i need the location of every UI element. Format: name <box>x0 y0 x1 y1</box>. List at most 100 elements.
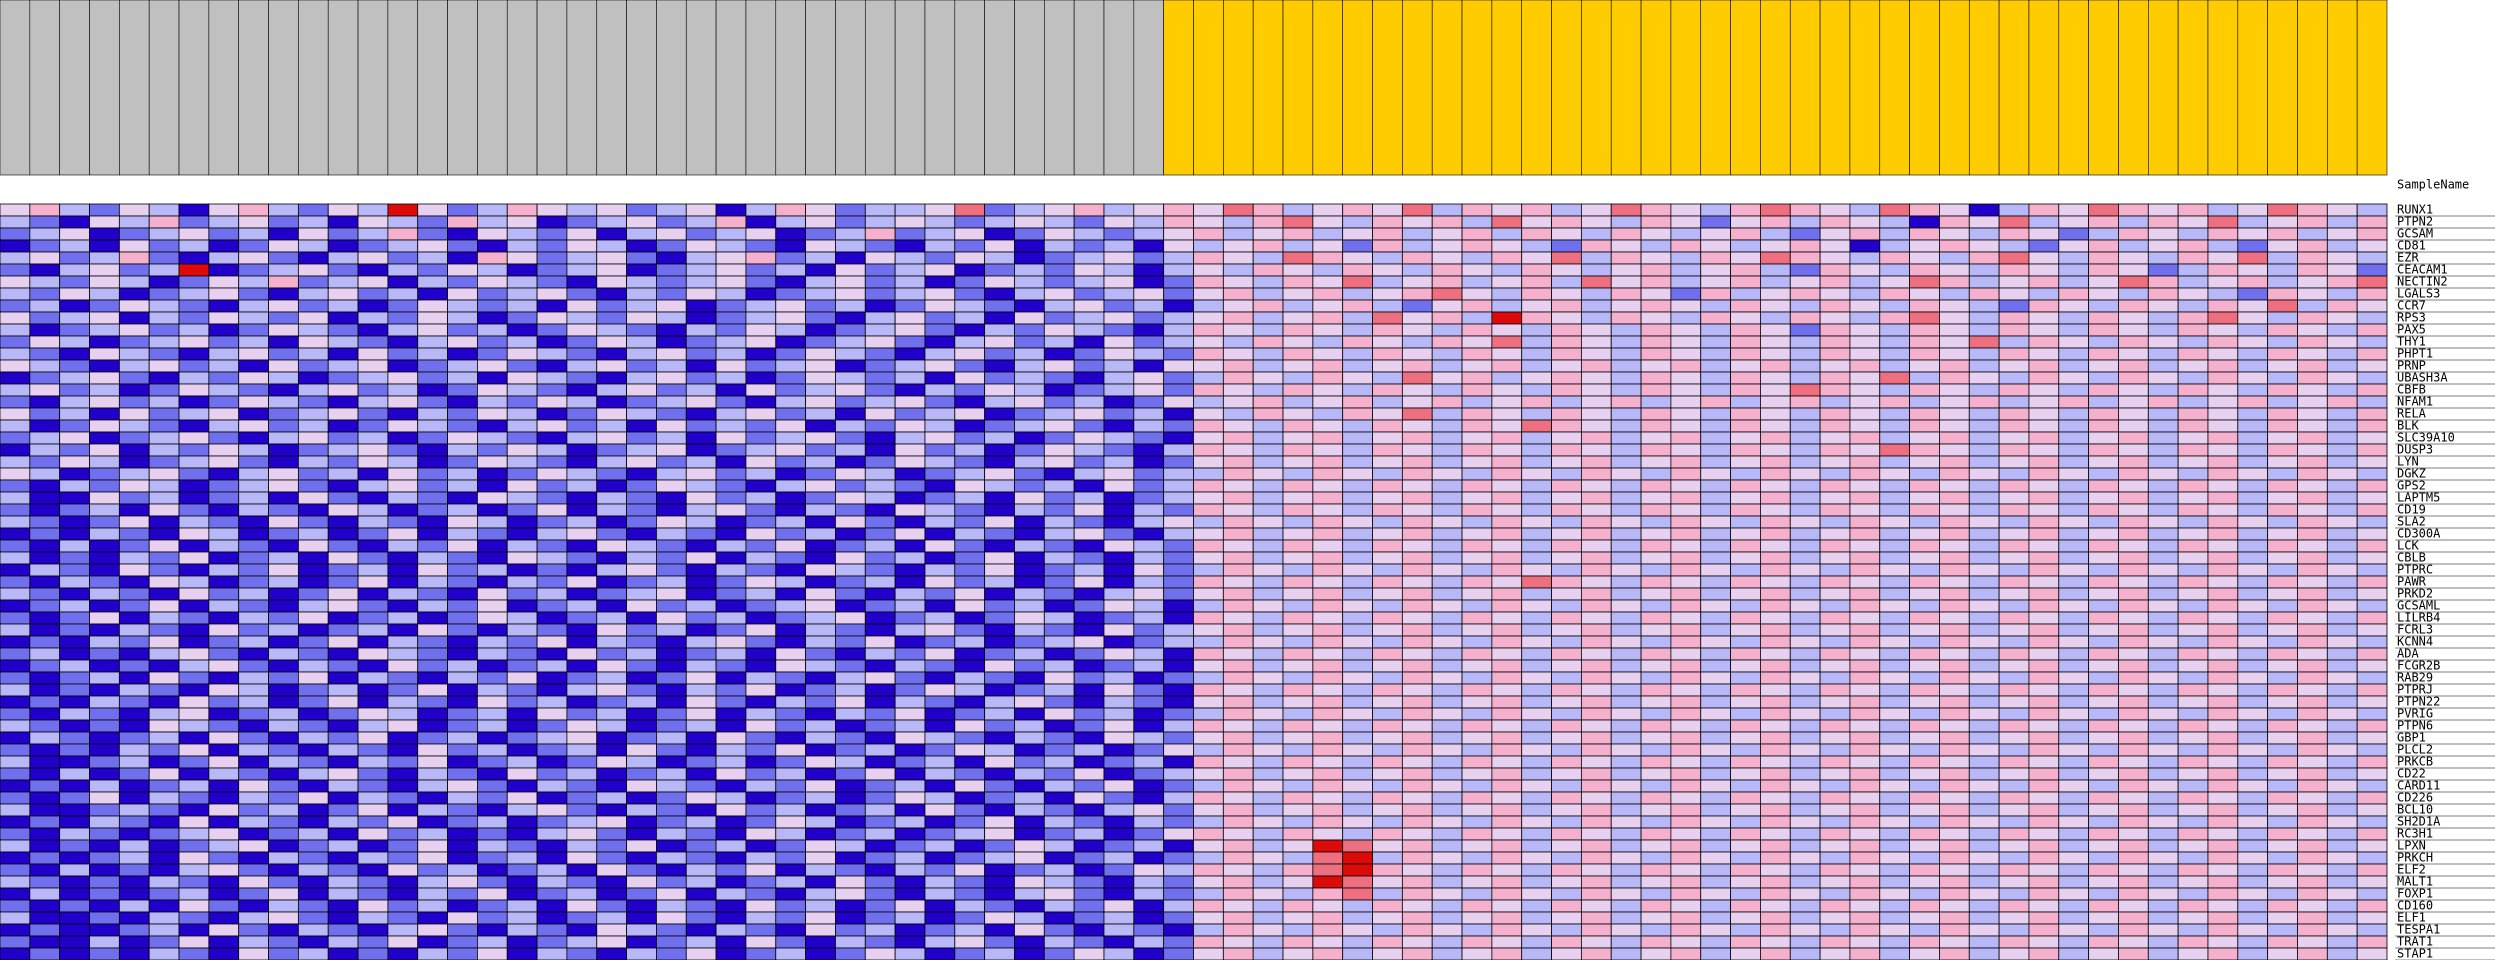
heatmap-cell <box>1879 791 1910 805</box>
heatmap-cell <box>685 911 717 925</box>
heatmap-cell <box>835 623 866 637</box>
heatmap-cell <box>1640 395 1672 409</box>
heatmap-cell <box>327 575 359 589</box>
heatmap-cell <box>1879 683 1910 697</box>
heatmap-cell <box>685 743 717 757</box>
heatmap-cell <box>954 563 986 577</box>
heatmap-cell <box>1014 215 1045 229</box>
heatmap-cell <box>745 683 777 697</box>
heatmap-cell <box>89 239 120 253</box>
heatmap-cell <box>1819 335 1851 349</box>
heatmap-cell <box>924 587 956 601</box>
heatmap-cell <box>1372 683 1403 697</box>
heatmap-cell <box>775 647 807 661</box>
heatmap-cell <box>805 647 836 661</box>
heatmap-cell <box>1252 359 1284 373</box>
heatmap-cell <box>297 599 329 613</box>
heatmap-cell <box>417 491 448 505</box>
heatmap-cell <box>29 419 61 433</box>
heatmap-cell <box>1312 575 1344 589</box>
heatmap-cell <box>894 407 926 421</box>
heatmap-cell <box>1491 503 1523 517</box>
heatmap-cell <box>2177 779 2209 793</box>
heatmap-cell <box>745 611 777 625</box>
heatmap-cell <box>297 551 329 565</box>
heatmap-cell <box>1640 587 1672 601</box>
heatmap-cell <box>506 887 538 901</box>
heatmap-cell <box>775 587 807 601</box>
heatmap-cell <box>2297 539 2328 553</box>
heatmap-cell <box>2267 875 2298 889</box>
heatmap-cell <box>656 695 687 709</box>
heatmap-cell <box>1461 827 1493 841</box>
heatmap-cell <box>984 311 1015 325</box>
heatmap-cell <box>924 371 956 385</box>
heatmap-cell <box>715 503 747 517</box>
heatmap-cell <box>924 719 956 733</box>
heatmap-cell <box>1401 455 1433 469</box>
heatmap-cell <box>1372 215 1403 229</box>
heatmap-cell <box>954 839 986 853</box>
heatmap-cell <box>2028 431 2060 445</box>
gene-label: THY1 <box>2397 335 2426 349</box>
heatmap-cell <box>1372 359 1403 373</box>
heatmap-cell <box>476 503 508 517</box>
heatmap-cell <box>596 779 627 793</box>
heatmap-cell <box>2118 251 2149 265</box>
heatmap-cell <box>1998 911 2030 925</box>
heatmap-cell <box>1939 275 1970 289</box>
heatmap-cell <box>178 587 210 601</box>
heatmap-cell <box>1252 335 1284 349</box>
heatmap-cell <box>1312 779 1344 793</box>
heatmap-cell <box>626 671 657 685</box>
heatmap-cell <box>1670 707 1702 721</box>
heatmap-cell <box>2267 647 2298 661</box>
heatmap-cell <box>447 659 478 673</box>
heatmap-cell <box>1551 431 1582 445</box>
heatmap-cell <box>447 611 478 625</box>
heatmap-cell <box>864 287 896 301</box>
heatmap-cell <box>2207 911 2239 925</box>
heatmap-cell <box>1998 251 2030 265</box>
heatmap-cell <box>864 503 896 517</box>
heatmap-cell <box>1252 635 1284 649</box>
heatmap-cell <box>327 863 359 877</box>
heatmap-cell <box>1849 527 1881 541</box>
heatmap-cell <box>1491 599 1523 613</box>
heatmap-cell <box>1431 383 1463 397</box>
heatmap-cell <box>476 263 508 277</box>
heatmap-cell <box>2356 599 2388 613</box>
heatmap-cell <box>1372 479 1403 493</box>
heatmap-cell <box>208 875 240 889</box>
heatmap-cell <box>984 683 1015 697</box>
heatmap-cell <box>1879 503 1910 517</box>
heatmap-cell <box>2088 275 2119 289</box>
heatmap-cell <box>1461 647 1493 661</box>
heatmap-cell <box>2088 839 2119 853</box>
heatmap-cell <box>1580 359 1612 373</box>
heatmap-cell <box>1640 815 1672 829</box>
heatmap-cell <box>2356 287 2388 301</box>
heatmap-cell <box>2267 503 2298 517</box>
heatmap-cell <box>297 467 329 481</box>
heatmap-cell <box>924 803 956 817</box>
heatmap-cell <box>1193 635 1224 649</box>
heatmap-cell <box>2267 515 2298 529</box>
heatmap-cell <box>1849 299 1881 313</box>
heatmap-cell <box>1760 419 1791 433</box>
heatmap-cell <box>59 299 90 313</box>
heatmap-cell <box>417 779 448 793</box>
heatmap-cell <box>715 707 747 721</box>
heatmap-cell <box>387 851 419 865</box>
heatmap-cell <box>476 743 508 757</box>
heatmap-cell <box>924 491 956 505</box>
heatmap-cell <box>1819 359 1851 373</box>
heatmap-cell <box>1193 671 1224 685</box>
heatmap-cell <box>357 311 389 325</box>
heatmap-cell <box>447 635 478 649</box>
heatmap-cell <box>1282 287 1314 301</box>
heatmap-cell <box>835 743 866 757</box>
heatmap-cell <box>1222 695 1254 709</box>
heatmap-cell <box>327 887 359 901</box>
heatmap-cell <box>1730 659 1761 673</box>
